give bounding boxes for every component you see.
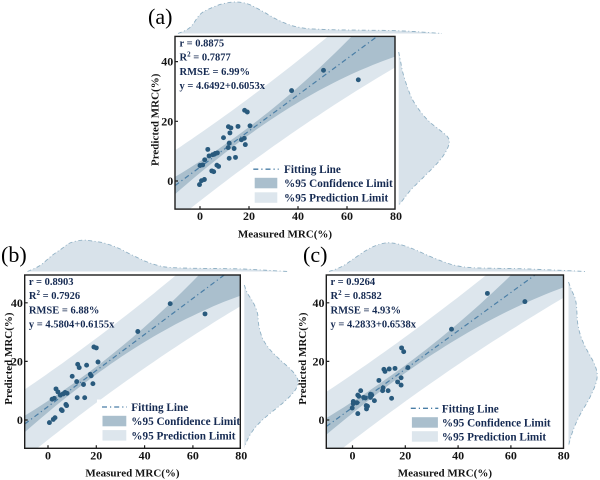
svg-text:80: 80 (558, 448, 570, 462)
svg-text:20: 20 (161, 114, 173, 128)
svg-text:y = 4.5804+0.6155x: y = 4.5804+0.6155x (29, 320, 115, 331)
svg-text:(a): (a) (148, 4, 172, 29)
svg-text:Fitting Line: Fitting Line (131, 402, 188, 414)
svg-text:Measured MRC(%): Measured MRC(%) (238, 229, 333, 241)
svg-text:40: 40 (11, 296, 23, 310)
svg-text:R2 = 0.7877: R2 = 0.7877 (180, 51, 231, 64)
svg-text:20: 20 (11, 354, 23, 368)
svg-text:%95 Confidence Limit: %95 Confidence Limit (284, 178, 393, 190)
svg-text:r = 0.8903: r = 0.8903 (29, 277, 74, 288)
svg-text:80: 80 (390, 209, 402, 223)
svg-text:y = 4.2833+0.6538x: y = 4.2833+0.6538x (331, 320, 417, 331)
svg-text:40: 40 (161, 55, 173, 69)
svg-text:0: 0 (319, 413, 325, 427)
svg-text:0: 0 (17, 413, 23, 427)
svg-text:y = 4.6492+0.6053x: y = 4.6492+0.6053x (180, 81, 266, 92)
svg-text:0: 0 (197, 209, 203, 223)
svg-text:%95 Prediction Limit: %95 Prediction Limit (442, 432, 546, 444)
svg-text:0: 0 (350, 448, 356, 462)
svg-text:R2 = 0.7926: R2 = 0.7926 (29, 289, 80, 302)
svg-text:60: 60 (505, 448, 517, 462)
svg-text:80: 80 (235, 448, 247, 462)
svg-text:(b): (b) (1, 242, 27, 267)
svg-text:20: 20 (243, 209, 255, 223)
svg-text:40: 40 (452, 448, 464, 462)
svg-text:20: 20 (399, 448, 411, 462)
svg-text:0: 0 (167, 174, 173, 188)
svg-text:60: 60 (187, 448, 199, 462)
svg-text:%95 Prediction Limit: %95 Prediction Limit (284, 193, 388, 205)
svg-text:60: 60 (341, 209, 353, 223)
svg-text:Fitting Line: Fitting Line (284, 164, 341, 176)
svg-text:R2 = 0.8582: R2 = 0.8582 (331, 289, 382, 302)
svg-text:Predicted MRC(%): Predicted MRC(%) (297, 312, 309, 405)
svg-text:Predicted MRC(%): Predicted MRC(%) (3, 312, 15, 405)
svg-text:r = 0.8875: r = 0.8875 (180, 39, 225, 50)
svg-text:0: 0 (45, 448, 51, 462)
svg-text:%95 Confidence Limit: %95 Confidence Limit (131, 416, 240, 428)
svg-text:Measured MRC(%): Measured MRC(%) (398, 468, 493, 480)
svg-text:RMSE = 4.93%: RMSE = 4.93% (331, 305, 401, 316)
svg-text:20: 20 (90, 448, 102, 462)
svg-text:RMSE = 6.88%: RMSE = 6.88% (29, 305, 99, 316)
svg-text:20: 20 (313, 354, 325, 368)
svg-text:r = 0.9264: r = 0.9264 (331, 277, 376, 288)
svg-text:40: 40 (292, 209, 304, 223)
svg-text:40: 40 (139, 448, 151, 462)
svg-text:Predicted MRC(%): Predicted MRC(%) (149, 73, 161, 166)
svg-text:RMSE = 6.99%: RMSE = 6.99% (180, 67, 250, 78)
svg-text:Fitting Line: Fitting Line (442, 403, 499, 415)
svg-text:(c): (c) (303, 242, 327, 267)
svg-text:%95 Confidence Limit: %95 Confidence Limit (442, 418, 551, 430)
svg-text:%95 Prediction Limit: %95 Prediction Limit (131, 430, 235, 442)
svg-text:Measured MRC(%): Measured MRC(%) (85, 468, 180, 480)
svg-text:40: 40 (313, 296, 325, 310)
